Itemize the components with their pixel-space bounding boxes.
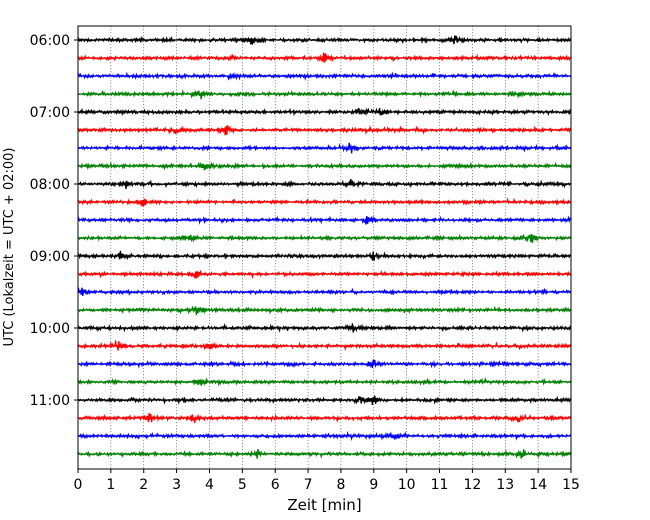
x-tick-label: 3	[172, 477, 181, 493]
y-tick-label: 07:00	[30, 105, 70, 121]
x-tick-label: 2	[139, 477, 148, 493]
plot-frame	[77, 25, 572, 470]
trace-11:00	[77, 395, 572, 406]
x-tick-label: 6	[271, 477, 280, 493]
trace-10:30	[77, 359, 572, 369]
trace-07:15	[77, 124, 572, 136]
y-tick-label: 06:00	[30, 33, 70, 49]
y-tick-label: 08:00	[30, 177, 70, 193]
trace-07:45	[77, 161, 572, 171]
trace-06:45	[77, 89, 572, 100]
traces	[77, 35, 572, 459]
x-tick-label: 5	[238, 477, 247, 493]
x-tick-label: 13	[496, 477, 514, 493]
trace-10:00	[77, 323, 572, 333]
y-tick-label: 10:00	[30, 321, 70, 337]
y-axis-label: UTC (Lokalzeit = UTC + 02:00)	[2, 148, 17, 347]
trace-07:30	[77, 142, 572, 154]
trace-08:45	[77, 233, 572, 243]
x-tick-label: 4	[205, 477, 214, 493]
x-tick-label: 12	[463, 477, 481, 493]
x-tick-label: 8	[336, 477, 345, 493]
trace-11:15	[77, 412, 572, 423]
trace-10:15	[77, 340, 572, 352]
x-tick-label: 0	[74, 477, 83, 493]
x-tick-label: 14	[529, 477, 547, 493]
x-axis-label: Zeit [min]	[287, 496, 361, 514]
x-tick-label: 10	[398, 477, 416, 493]
trace-09:30	[77, 287, 572, 297]
grid-lines	[110, 26, 539, 469]
y-tick-label: 09:00	[30, 249, 70, 265]
trace-09:15	[77, 269, 572, 280]
x-tick-label: 9	[369, 477, 378, 493]
trace-06:15	[77, 52, 572, 63]
trace-10:45	[77, 376, 572, 387]
y-axis: 06:00 07:00 08:00 09:00 10:00 11:00	[30, 33, 78, 409]
trace-09:00	[77, 250, 572, 261]
trace-08:30	[77, 215, 572, 225]
x-axis: 0 1 2 3 4 5 6 7 8 9 10 11 12 13 14 15	[74, 469, 580, 493]
trace-08:00	[77, 178, 572, 190]
trace-08:15	[77, 197, 572, 207]
trace-06:30	[77, 71, 572, 81]
x-tick-label: 15	[562, 477, 580, 493]
x-tick-label: 7	[304, 477, 313, 493]
trace-07:00	[77, 107, 572, 117]
trace-11:45	[77, 448, 572, 459]
x-tick-label: 1	[106, 477, 115, 493]
trace-11:30	[77, 430, 572, 442]
trace-06:00	[77, 35, 572, 45]
trace-09:45	[77, 305, 572, 315]
y-tick-label: 11:00	[30, 393, 70, 409]
x-tick-label: 11	[431, 477, 449, 493]
